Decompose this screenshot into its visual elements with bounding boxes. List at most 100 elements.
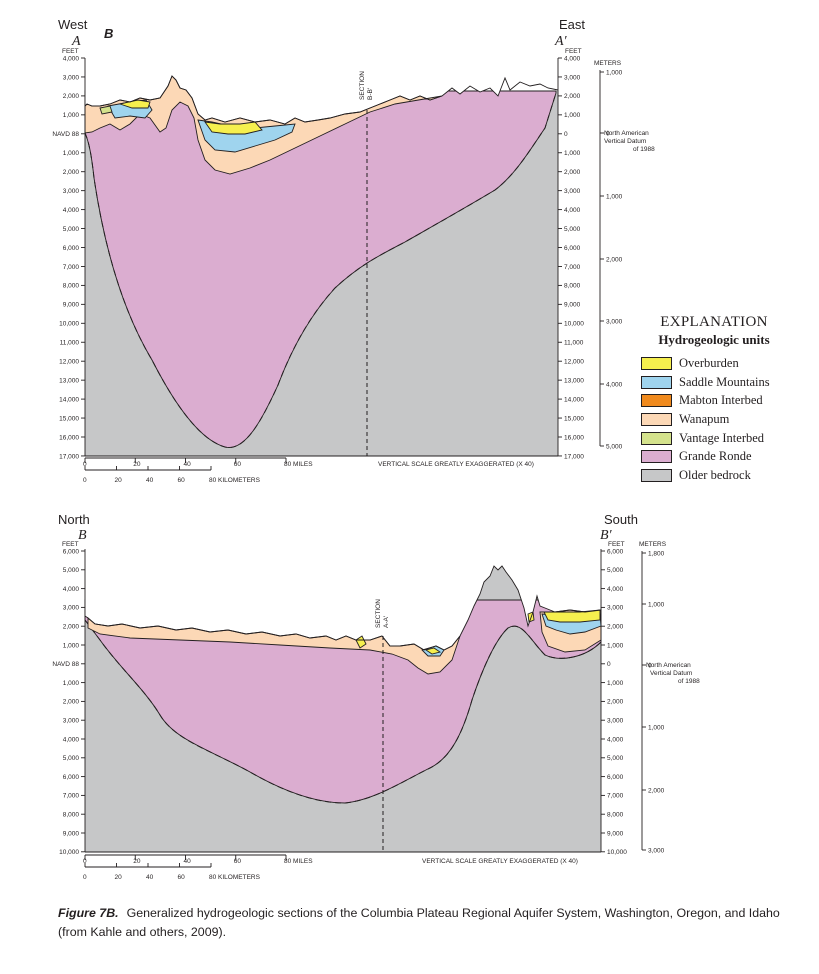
feet-tick-label: 5,000 [63,755,80,762]
units-feet-left-b: FEET [62,541,79,548]
meters-tick-label: 5,000 [606,443,623,450]
legend-item-mabton-interbed: Mabton Interbed [641,391,781,410]
feet-tick-label: 3,000 [564,74,581,81]
figure-number: Figure 7B. [58,906,119,920]
miles-tick-label: 60 [234,461,242,468]
meters-axis-a: 1,000 0 1,000 2,000 3,000 4,000 5,000 [600,69,623,450]
direction-west: West [58,17,88,32]
section-label-a: SECTION [359,71,366,100]
feet-tick-label: 2,000 [564,93,581,100]
legend-label: Vantage Interbed [679,430,765,445]
legend-items: Overburden Saddle Mountains Mabton Inter… [641,354,781,485]
feet-tick-label: 1,000 [63,112,80,119]
feet-tick-label: 1,000 [564,150,581,157]
feet-tick-label: 6,000 [63,245,80,252]
datum-line-2-b: Vertical Datum [650,670,692,677]
feet-tick-label: 1,000 [564,112,581,119]
units-meters-b: METERS [639,541,667,548]
section-id-a: B-B′ [367,87,374,100]
feet-tick-label: 11,000 [60,340,80,347]
legend-item-grande-ronde: Grande Ronde [641,447,781,466]
feet-tick-label: 14,000 [564,396,584,403]
datum-line-3-b: of 1988 [678,678,700,685]
miles-tick-label: 40 [184,858,192,865]
feet-tick-label: 6,000 [564,245,581,252]
feet-tick-label: 1,000 [607,642,624,649]
swatch-mabton-interbed [641,394,672,408]
feet-tick-label: 3,000 [607,605,624,612]
feet-tick-label: 2,000 [607,699,624,706]
datum-line-1-b: North American [646,662,691,669]
meters-tick-label: 3,000 [648,847,665,854]
legend-title: EXPLANATION [660,314,768,330]
feet-tick-label: 3,000 [63,188,80,195]
legend-item-saddle-mountains: Saddle Mountains [641,373,781,392]
meters-tick-label: 1,800 [648,550,665,557]
km-tick-label: 0 [83,874,87,881]
swatch-saddle-mountains [641,375,672,389]
overburden-area-a [204,121,263,135]
feet-tick-label: 5,000 [63,567,80,574]
feet-tick-label: 2,000 [63,169,80,176]
miles-tick-label: 80 MILES [284,461,313,468]
section-b-b-prime: North South B B′ FEET FEET METERS 6,000 5… [52,512,700,881]
miles-tick-label: 40 [184,461,192,468]
feet-tick-label: 2,000 [63,699,80,706]
feet-tick-label: 4,000 [63,207,80,214]
feet-tick-label: 4,000 [564,207,581,214]
section-id-b: A-A′ [383,615,390,628]
datum-line-3-a: of 1988 [633,146,655,153]
feet-tick-label: 4,000 [63,55,80,62]
swatch-grande-ronde [641,450,672,464]
miles-tick-label: 0 [83,858,87,865]
meters-tick-label: 1,000 [648,724,665,731]
feet-tick-label: 4,000 [607,586,624,593]
feet-tick-label: 17,000 [564,453,584,460]
swatch-older-bedrock [641,468,672,482]
feet-tick-label: 5,000 [63,226,80,233]
miles-tick-label: 80 MILES [284,858,313,865]
label-b-prime: B′ [600,528,613,543]
feet-tick-label: 7,000 [607,793,624,800]
feet-tick-label: 0 [564,131,568,138]
feet-tick-label: 2,000 [564,169,581,176]
meters-axis-b: 1,800 1,000 0 1,000 2,000 3,000 [642,550,665,854]
feet-tick-label: 3,000 [63,74,80,81]
km-tick-label: 20 [115,477,123,484]
legend-label: Older bedrock [679,467,751,482]
meters-tick-label: 1,000 [606,193,623,200]
feet-tick-label: 12,000 [564,359,584,366]
label-a-prime: A′ [554,34,568,49]
datum-line-2-a: Vertical Datum [604,138,646,145]
feet-tick-label: 1,000 [63,642,80,649]
feet-tick-label: 16,000 [564,434,584,441]
feet-tick-label: 4,000 [564,55,581,62]
legend: EXPLANATION Hydrogeologic units Overburd… [641,314,781,485]
meters-tick-label: 1,000 [648,601,665,608]
meters-tick-label: 0 [648,662,652,669]
legend-label: Overburden [679,355,739,370]
feet-tick-label: 6,000 [63,774,80,781]
scale-bar-b: 0 20 40 60 80 MILES 0 20 40 60 80 KILOMETERS [83,854,313,881]
swatch-vantage-interbed [641,431,672,445]
feet-tick-label: 8,000 [63,812,80,819]
feet-tick-label: 3,000 [607,718,624,725]
feet-tick-label: 13,000 [59,377,79,384]
section-label-b: SECTION [375,599,382,628]
units-feet-right-b: FEET [608,541,625,548]
feet-tick-label: 4,000 [63,586,80,593]
datum-line-1-a: North American [604,130,649,137]
caption-text: Generalized hydrogeologic sections of th… [58,906,780,939]
meters-tick-label: 4,000 [606,381,623,388]
feet-tick-label: 12,000 [59,359,79,366]
scale-note-a: VERTICAL SCALE GREATLY EXAGGERATED (X 40… [378,461,534,468]
feet-tick-label: 9,000 [607,830,624,837]
scale-bar-a: 0 20 40 60 80 MILES 0 20 40 60 80 KILOMETERS [83,457,313,484]
feet-tick-label: 4,000 [63,736,80,743]
miles-tick-label: 60 [234,858,242,865]
feet-tick-label: 1,000 [63,150,80,157]
feet-tick-label: 0 [607,661,611,668]
feet-tick-label: 7,000 [63,264,80,271]
legend-label: Grande Ronde [679,449,752,464]
feet-tick-label: 3,000 [564,188,581,195]
